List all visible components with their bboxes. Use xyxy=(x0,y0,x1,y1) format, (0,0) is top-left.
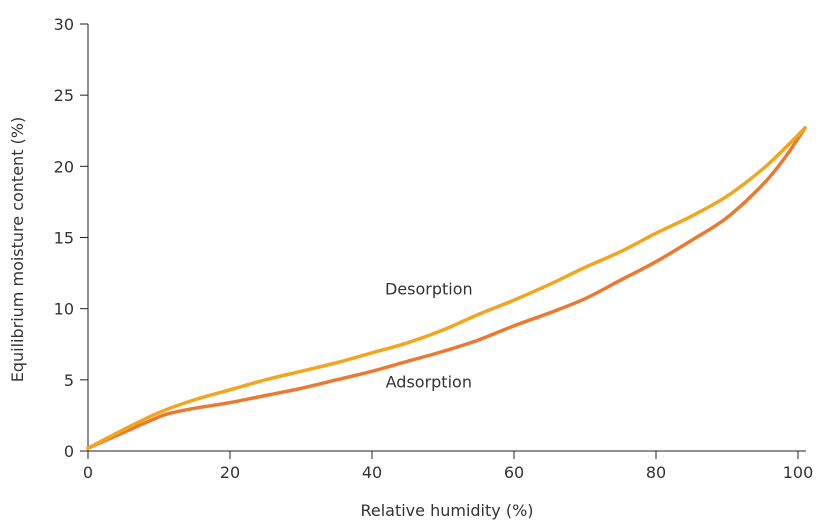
series-line-desorption xyxy=(86,126,807,450)
series-labels: Adsorption Desorption xyxy=(385,280,473,392)
x-ticks: 0 20 40 60 80 100 xyxy=(83,451,813,482)
series-label-adsorption: Adsorption xyxy=(386,372,472,391)
x-tick-label: 100 xyxy=(783,463,814,482)
x-tick-label: 20 xyxy=(220,463,240,482)
x-tick-label: 0 xyxy=(83,463,93,482)
series-line-adsorption xyxy=(86,126,807,450)
y-tick-label: 10 xyxy=(54,300,74,319)
y-tick-label: 0 xyxy=(64,442,74,461)
y-tick-label: 30 xyxy=(54,15,74,34)
y-tick-label: 25 xyxy=(54,86,74,105)
y-tick-label: 15 xyxy=(54,229,74,248)
x-tick-label: 80 xyxy=(646,463,666,482)
y-tick-label: 5 xyxy=(64,371,74,390)
y-ticks: 0 5 10 15 20 25 30 xyxy=(54,15,88,461)
y-axis-title: Equilibrium moisture content (%) xyxy=(8,117,27,383)
series-lines xyxy=(86,126,807,450)
series-label-desorption: Desorption xyxy=(385,280,473,299)
x-tick-label: 40 xyxy=(362,463,382,482)
x-tick-label: 60 xyxy=(504,463,524,482)
x-axis-title: Relative humidity (%) xyxy=(360,501,533,520)
y-tick-label: 20 xyxy=(54,157,74,176)
